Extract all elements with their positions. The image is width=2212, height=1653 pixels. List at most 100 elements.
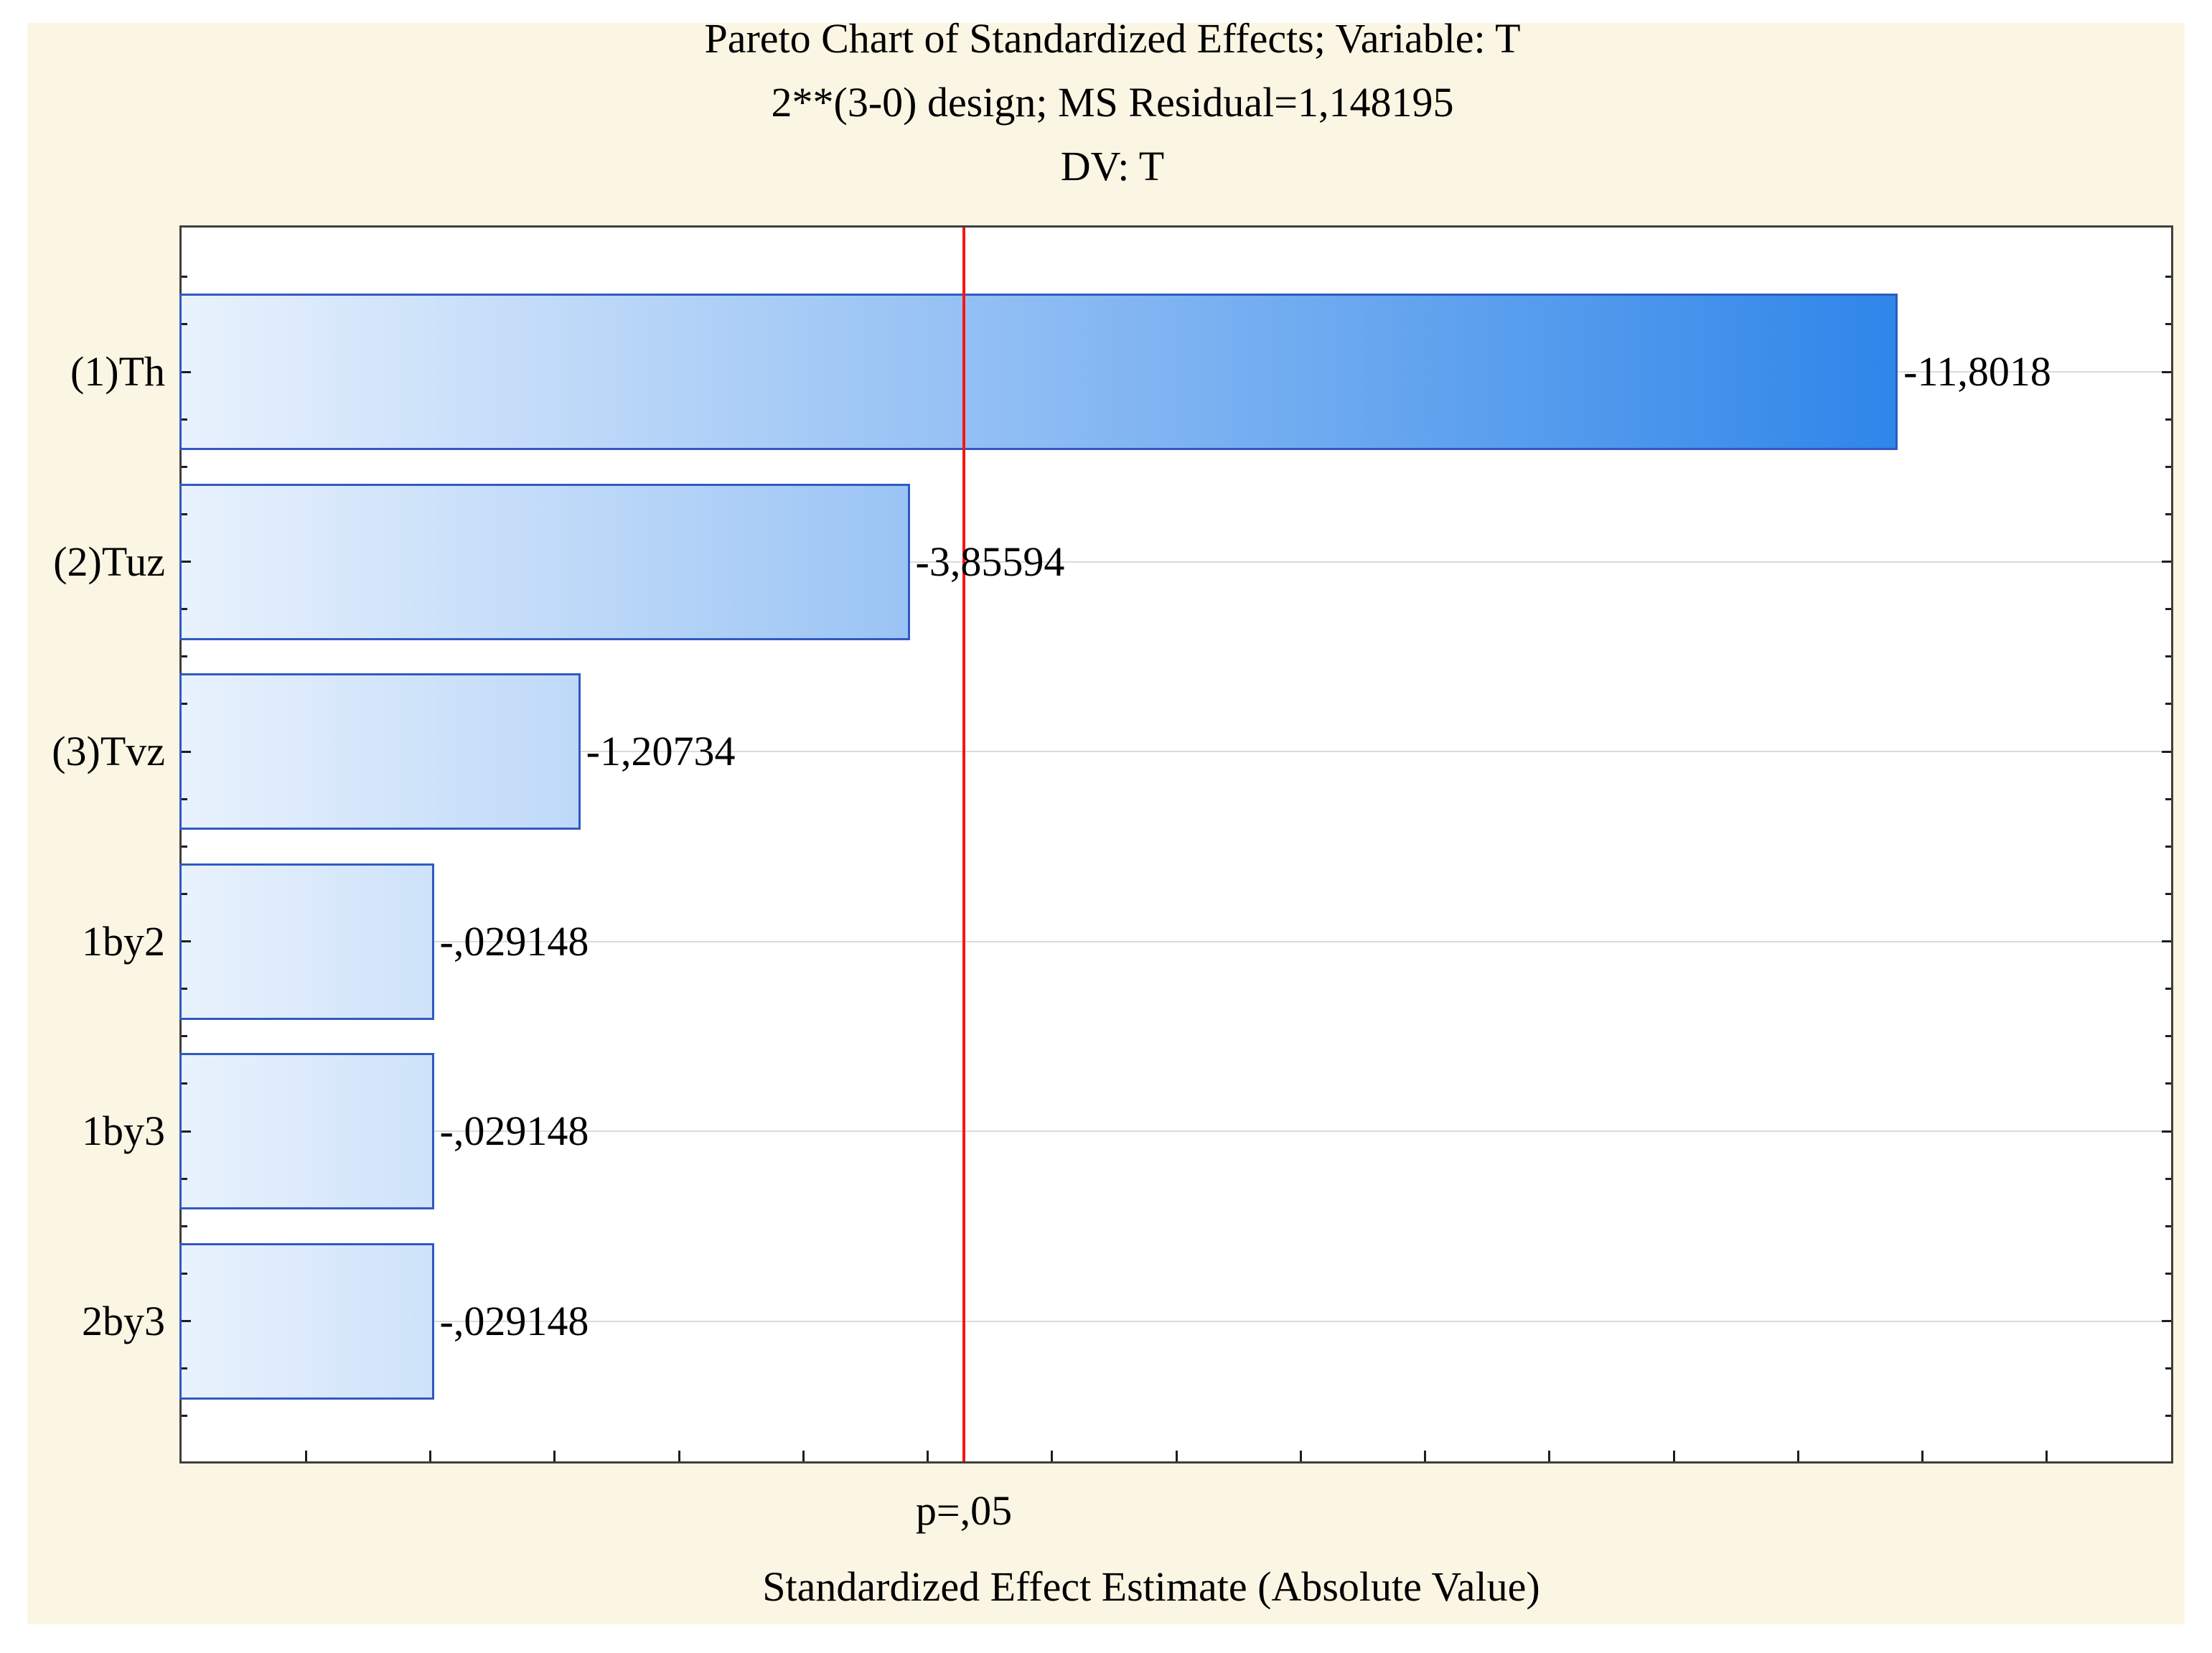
y-axis-minor-tick [182, 608, 187, 611]
y-axis-minor-tick [182, 988, 187, 991]
x-axis-tick [678, 1451, 680, 1461]
plot-area: -11,8018 -3,85594 -1,20734 -,029148 -,029148… [179, 225, 2173, 1464]
y-axis-minor-tick [2165, 1367, 2171, 1370]
y-axis-minor-tick [182, 1177, 187, 1180]
bar-value-label: -,029148 [439, 1297, 589, 1344]
bar-gradient-fill [182, 1245, 432, 1397]
gridline [182, 940, 2171, 942]
y-axis-minor-tick [2165, 1035, 2171, 1038]
pareto-bar-1by3 [179, 1053, 434, 1209]
gridline [182, 751, 2171, 752]
bar-gradient-fill [182, 675, 578, 828]
x-axis-tick [1424, 1451, 1426, 1461]
y-axis-minor-tick [182, 465, 187, 468]
y-axis-major-tick [2162, 1130, 2171, 1133]
y-axis-minor-tick [182, 1224, 187, 1227]
y-axis-major-tick [182, 561, 191, 563]
y-axis-minor-tick [2165, 703, 2171, 706]
x-axis-tick [1921, 1451, 1923, 1461]
x-axis-tick [1175, 1451, 1178, 1461]
y-axis-minor-tick [182, 797, 187, 800]
y-axis-major-tick [182, 940, 191, 942]
chart-title: Pareto Chart of Standardized Effects; Va… [704, 15, 1521, 62]
x-axis-tick [1548, 1451, 1551, 1461]
y-axis-minor-tick [2165, 418, 2171, 421]
bar-value-label: -3,85594 [915, 538, 1065, 585]
gridline [182, 561, 2171, 563]
y-axis-minor-tick [2165, 608, 2171, 611]
y-axis-minor-tick [182, 512, 187, 515]
y-axis-minor-tick [2165, 1224, 2171, 1227]
x-axis-tick [1672, 1451, 1675, 1461]
y-axis-minor-tick [182, 892, 187, 895]
y-axis-major-tick [2162, 750, 2171, 753]
x-axis-tick [927, 1451, 929, 1461]
y-axis-major-tick [182, 1130, 191, 1133]
y-axis-minor-tick [2165, 512, 2171, 515]
gridline [182, 1130, 2171, 1132]
y-axis-minor-tick [2165, 323, 2171, 326]
gridline [182, 1320, 2171, 1322]
pareto-bar-2by3 [179, 1242, 434, 1400]
x-axis-title: Standardized Effect Estimate (Absolute V… [762, 1563, 1540, 1610]
y-axis-minor-tick [182, 1272, 187, 1275]
category-label-1by3: 1by3 [82, 1108, 165, 1154]
bar-value-label: -,029148 [439, 917, 589, 965]
pareto-bar-1by2 [179, 863, 434, 1020]
bar-gradient-fill [182, 1055, 432, 1207]
category-label-(1)Th: (1)Th [70, 348, 165, 395]
y-axis-minor-tick [182, 1082, 187, 1085]
y-axis-minor-tick [2165, 465, 2171, 468]
y-axis-minor-tick [182, 655, 187, 658]
significance-reference-line [962, 228, 965, 1461]
x-axis-tick [553, 1451, 556, 1461]
y-axis-minor-tick [2165, 1415, 2171, 1418]
x-axis-tick [1299, 1451, 1302, 1461]
p-value-label: p=,05 [915, 1487, 1013, 1534]
category-label-(2)Tuz: (2)Tuz [53, 538, 165, 585]
y-axis-minor-tick [2165, 988, 2171, 991]
x-axis-tick [304, 1451, 307, 1461]
y-axis-minor-tick [2165, 1272, 2171, 1275]
y-axis-major-tick [182, 1320, 191, 1322]
bar-value-label: -,029148 [439, 1108, 589, 1154]
category-label-(3)Tvz: (3)Tvz [52, 728, 165, 774]
pareto-bar-(3)Tvz [179, 673, 581, 830]
y-axis-minor-tick [182, 1415, 187, 1418]
y-axis-minor-tick [182, 1035, 187, 1038]
y-axis-major-tick [182, 750, 191, 753]
x-axis-tick [1796, 1451, 1799, 1461]
y-axis-minor-tick [182, 323, 187, 326]
y-axis-minor-tick [2165, 1177, 2171, 1180]
bar-gradient-fill [182, 865, 432, 1018]
x-axis-tick [1051, 1451, 1054, 1461]
chart-subtitle: 2**(3-0) design; MS Residual=1,148195 [771, 79, 1454, 126]
category-label-2by3: 2by3 [82, 1297, 165, 1344]
y-axis-major-tick [2162, 370, 2171, 373]
y-axis-minor-tick [182, 703, 187, 706]
y-axis-minor-tick [182, 845, 187, 848]
y-axis-minor-tick [2165, 655, 2171, 658]
bar-value-label: -11,8018 [1903, 348, 2051, 395]
y-axis-minor-tick [182, 276, 187, 278]
y-axis-major-tick [2162, 561, 2171, 563]
x-axis-tick [429, 1451, 431, 1461]
y-axis-minor-tick [2165, 1082, 2171, 1085]
bar-gradient-fill [182, 296, 1896, 448]
bar-gradient-fill [182, 485, 908, 638]
chart-title-block: Pareto Chart of Standardized Effects; Va… [118, 6, 2107, 198]
x-axis-tick [2045, 1451, 2048, 1461]
pareto-bar-(1)Th [179, 294, 1898, 450]
category-label-1by2: 1by2 [82, 917, 165, 965]
y-axis-minor-tick [182, 418, 187, 421]
pareto-bar-(2)Tuz [179, 483, 910, 640]
y-axis-minor-tick [2165, 845, 2171, 848]
y-axis-minor-tick [2165, 797, 2171, 800]
y-axis-major-tick [182, 370, 191, 373]
y-axis-major-tick [2162, 1320, 2171, 1322]
y-axis-major-tick [2162, 940, 2171, 942]
y-axis-minor-tick [2165, 276, 2171, 278]
x-axis-tick [802, 1451, 805, 1461]
y-axis-minor-tick [2165, 892, 2171, 895]
y-axis-minor-tick [182, 1367, 187, 1370]
